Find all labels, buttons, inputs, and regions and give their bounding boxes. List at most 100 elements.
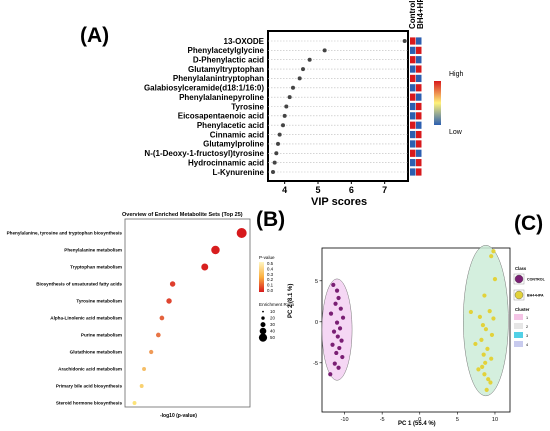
enrichment-title: Overview of Enriched Metabolite Sets (To… <box>122 212 243 218</box>
enrichment-point <box>132 401 137 405</box>
ratio-legend-tick: 40 <box>270 329 275 334</box>
panel-c-label: (C) <box>514 212 544 235</box>
heatmap-cell-treatment <box>416 121 422 129</box>
cluster-legend-label: 2 <box>526 325 528 329</box>
pca-chart: -10 -5 0 5 10 -5 0 5 Class CONTROL BH4+HPA Cluster 1… <box>313 245 546 423</box>
vip-category-label: Glutamyltryptophan <box>188 65 264 74</box>
pca-point <box>468 309 473 315</box>
heatmap-cell-treatment <box>416 149 422 157</box>
enrichment-point <box>159 315 165 321</box>
vip-point <box>274 151 279 156</box>
pca-confidence-ellipse <box>321 278 353 381</box>
enrichment-category-label: Arachidonic acid metabolism <box>58 367 122 372</box>
vip-point <box>287 95 292 100</box>
vip-point <box>322 48 327 53</box>
vip-point <box>307 57 312 62</box>
enrichment-point <box>142 367 147 371</box>
vip-chart: 13-OXODEPhenylacetylglycineD-Phenylactic… <box>144 0 464 195</box>
pca-point <box>483 327 489 332</box>
vip-point <box>284 104 289 109</box>
heatmap-cell-control <box>410 46 416 54</box>
heatmap-column-label-treatment: BH4+HPA <box>416 0 425 29</box>
vip-category-label: 13-OXODE <box>224 37 265 46</box>
pca-point <box>334 320 340 325</box>
vip-category-label: Cinnamic acid <box>210 130 264 139</box>
enrichment-point <box>155 332 161 338</box>
vip-point <box>277 132 282 137</box>
ratio-legend-point <box>259 327 267 335</box>
pvalue-legend-tick: 0.1 <box>267 283 274 288</box>
pca-point <box>336 365 341 370</box>
pca-point <box>334 350 339 356</box>
vip-x-tick-label: 6 <box>349 185 354 195</box>
heatmap-cell-control <box>410 84 416 92</box>
heatmap-column-label-control: Control <box>408 1 417 29</box>
pvalue-legend-tick: 0.4 <box>267 266 274 271</box>
vip-category-label: Hydrocinnamic acid <box>188 158 264 167</box>
enrichment-point <box>166 298 172 304</box>
ratio-legend-title: Enrichment Ratio <box>259 302 295 307</box>
class-legend-label: BH4+HPA <box>527 294 544 298</box>
heatmap-cell-treatment <box>416 56 422 64</box>
pca-point <box>337 326 343 331</box>
cluster-legend-label: 4 <box>526 343 528 347</box>
pca-point <box>485 346 490 351</box>
pca-x-tick-label: 0 <box>418 417 421 423</box>
heatmap-colorbar <box>434 81 441 125</box>
enrichment-point <box>169 281 176 287</box>
heatmap-cell-control <box>410 121 416 129</box>
heatmap-cell-treatment <box>416 93 422 101</box>
pca-point <box>482 372 487 377</box>
pca-point <box>332 361 337 366</box>
pca-point <box>477 314 483 319</box>
pca-point <box>340 354 345 360</box>
pca-y-tick-label: 0 <box>315 320 318 326</box>
enrichment-xlabel: -log10 (p-value) <box>160 413 197 419</box>
vip-point <box>272 160 277 165</box>
enrichment-point <box>201 263 209 271</box>
heatmap-cell-control <box>410 74 416 83</box>
vip-category-label: Phenylacetylglycine <box>188 46 265 55</box>
pca-point <box>481 352 486 357</box>
pca-x-tick-label: 5 <box>456 417 459 423</box>
vip-point <box>291 85 295 90</box>
pvalue-colorbar <box>259 262 264 292</box>
panel-a-label: (A) <box>80 24 110 47</box>
pca-point <box>339 338 344 343</box>
pvalue-legend-tick: 0.5 <box>267 261 274 266</box>
heatmap-cell-treatment <box>416 65 422 73</box>
enrichment-chart: Phenylalanine, tyrosine and tryptophan b… <box>7 218 295 408</box>
pca-point <box>340 315 346 320</box>
pca-x-tick-label: -10 <box>341 417 349 423</box>
pca-point <box>334 288 340 293</box>
enrichment-plot-frame <box>124 218 251 408</box>
pca-point <box>489 332 495 338</box>
vip-category-label: Phenylalanintryptophan <box>173 74 264 83</box>
enrichment-point <box>236 228 247 238</box>
ratio-legend-tick: 50 <box>270 335 275 340</box>
pca-point <box>335 334 340 339</box>
pca-y-tick-label: 5 <box>315 279 318 285</box>
cluster-legend-title: Cluster <box>515 307 530 312</box>
pvalue-legend-title: P-value <box>259 255 275 260</box>
vip-point <box>402 39 407 43</box>
vip-category-label: D-Phenylactic acid <box>193 56 264 65</box>
pca-point <box>328 311 334 316</box>
heatmap-cell-control <box>410 93 416 101</box>
pca-point <box>336 295 341 301</box>
heatmap-cell-treatment <box>416 74 422 83</box>
vip-category-label: L-Kynurenine <box>212 168 264 177</box>
pvalue-legend-tick: 0.0 <box>267 288 274 293</box>
pvalue-legend-tick: 0.2 <box>267 277 274 282</box>
cluster-legend-swatch <box>514 341 523 347</box>
pca-point <box>491 249 496 254</box>
pca-point <box>479 337 484 342</box>
ratio-legend-point <box>260 322 266 328</box>
vip-point <box>281 123 285 128</box>
heatmap-cell-control <box>410 37 416 45</box>
enrichment-category-label: Primary bile acid biosynthesis <box>56 384 123 389</box>
cluster-legend-label: 1 <box>526 316 528 320</box>
heatmap-cell-control <box>410 102 416 111</box>
heatmap-cell-control <box>410 140 416 148</box>
pca-point <box>331 329 337 334</box>
